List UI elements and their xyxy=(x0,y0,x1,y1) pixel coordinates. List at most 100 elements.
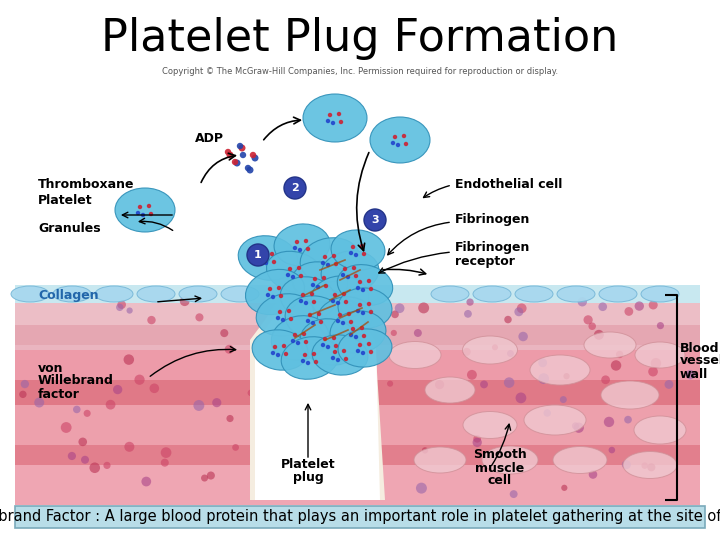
Circle shape xyxy=(342,349,346,353)
Circle shape xyxy=(464,310,472,318)
Circle shape xyxy=(414,329,422,337)
Circle shape xyxy=(125,442,135,452)
Text: Platelet: Platelet xyxy=(38,193,93,206)
Circle shape xyxy=(312,300,316,304)
Circle shape xyxy=(161,458,168,467)
Circle shape xyxy=(84,410,91,417)
Circle shape xyxy=(303,353,307,357)
Ellipse shape xyxy=(95,286,133,302)
Circle shape xyxy=(332,254,336,258)
Text: 3: 3 xyxy=(372,215,379,225)
Circle shape xyxy=(237,143,243,149)
Circle shape xyxy=(117,300,126,309)
Ellipse shape xyxy=(601,381,659,409)
Circle shape xyxy=(136,211,140,215)
Circle shape xyxy=(141,213,145,217)
Circle shape xyxy=(227,152,233,159)
Circle shape xyxy=(657,322,664,329)
Circle shape xyxy=(480,381,488,388)
Ellipse shape xyxy=(634,416,686,444)
Circle shape xyxy=(148,316,156,325)
Circle shape xyxy=(73,406,81,413)
Ellipse shape xyxy=(256,294,314,336)
Circle shape xyxy=(21,380,29,388)
Circle shape xyxy=(510,490,518,498)
Circle shape xyxy=(356,286,360,290)
Text: 2: 2 xyxy=(291,183,299,193)
Circle shape xyxy=(201,475,208,482)
Circle shape xyxy=(311,321,315,325)
Text: ADP: ADP xyxy=(195,132,224,145)
Circle shape xyxy=(648,367,658,376)
Ellipse shape xyxy=(635,342,685,368)
Circle shape xyxy=(287,309,291,313)
Circle shape xyxy=(504,316,512,323)
Circle shape xyxy=(325,119,330,123)
Circle shape xyxy=(302,332,306,336)
Circle shape xyxy=(310,292,314,296)
Circle shape xyxy=(279,294,283,298)
Bar xyxy=(15,285,700,303)
Circle shape xyxy=(321,261,325,265)
Text: Smooth: Smooth xyxy=(473,449,527,462)
Text: receptor: receptor xyxy=(455,254,515,267)
Circle shape xyxy=(330,121,336,125)
Text: von: von xyxy=(38,361,63,375)
Circle shape xyxy=(273,345,277,349)
Circle shape xyxy=(150,383,159,393)
Circle shape xyxy=(351,245,355,249)
FancyArrowPatch shape xyxy=(201,153,235,183)
Circle shape xyxy=(276,316,280,320)
Circle shape xyxy=(601,375,610,384)
Circle shape xyxy=(366,302,372,306)
Circle shape xyxy=(233,159,240,166)
Circle shape xyxy=(651,358,661,368)
Circle shape xyxy=(306,319,310,323)
Circle shape xyxy=(272,260,276,264)
Circle shape xyxy=(416,483,427,494)
Ellipse shape xyxy=(473,286,511,302)
Circle shape xyxy=(232,159,238,165)
Ellipse shape xyxy=(280,277,336,319)
Circle shape xyxy=(81,456,89,464)
Circle shape xyxy=(362,334,366,338)
Circle shape xyxy=(361,311,365,315)
Circle shape xyxy=(624,307,634,316)
Circle shape xyxy=(402,134,406,138)
Circle shape xyxy=(161,447,171,458)
Circle shape xyxy=(369,287,373,291)
Circle shape xyxy=(289,317,293,321)
Circle shape xyxy=(473,435,481,443)
Text: Fibrinogen: Fibrinogen xyxy=(455,241,531,254)
FancyArrowPatch shape xyxy=(356,152,369,251)
Ellipse shape xyxy=(300,238,360,282)
Ellipse shape xyxy=(321,251,379,293)
Circle shape xyxy=(328,113,332,117)
Ellipse shape xyxy=(414,447,466,473)
Circle shape xyxy=(332,336,336,340)
Ellipse shape xyxy=(553,447,607,474)
Circle shape xyxy=(649,300,658,309)
FancyArrowPatch shape xyxy=(158,296,201,302)
Circle shape xyxy=(316,285,320,289)
Circle shape xyxy=(339,120,343,124)
Circle shape xyxy=(393,135,397,139)
FancyArrowPatch shape xyxy=(305,404,311,457)
Circle shape xyxy=(366,342,372,346)
Circle shape xyxy=(306,247,310,251)
Circle shape xyxy=(341,321,345,325)
Circle shape xyxy=(356,349,360,353)
Ellipse shape xyxy=(370,117,430,163)
Circle shape xyxy=(319,320,323,324)
Text: Von Willebrand Factor : A large blood protein that plays an important role in pl: Von Willebrand Factor : A large blood pr… xyxy=(0,510,720,524)
Circle shape xyxy=(194,400,204,411)
Circle shape xyxy=(391,141,395,145)
Circle shape xyxy=(463,348,471,356)
Circle shape xyxy=(391,310,399,318)
Circle shape xyxy=(195,313,204,321)
Circle shape xyxy=(330,356,336,360)
Circle shape xyxy=(351,327,355,331)
Circle shape xyxy=(291,339,295,343)
Bar xyxy=(15,380,700,405)
Circle shape xyxy=(539,359,547,367)
